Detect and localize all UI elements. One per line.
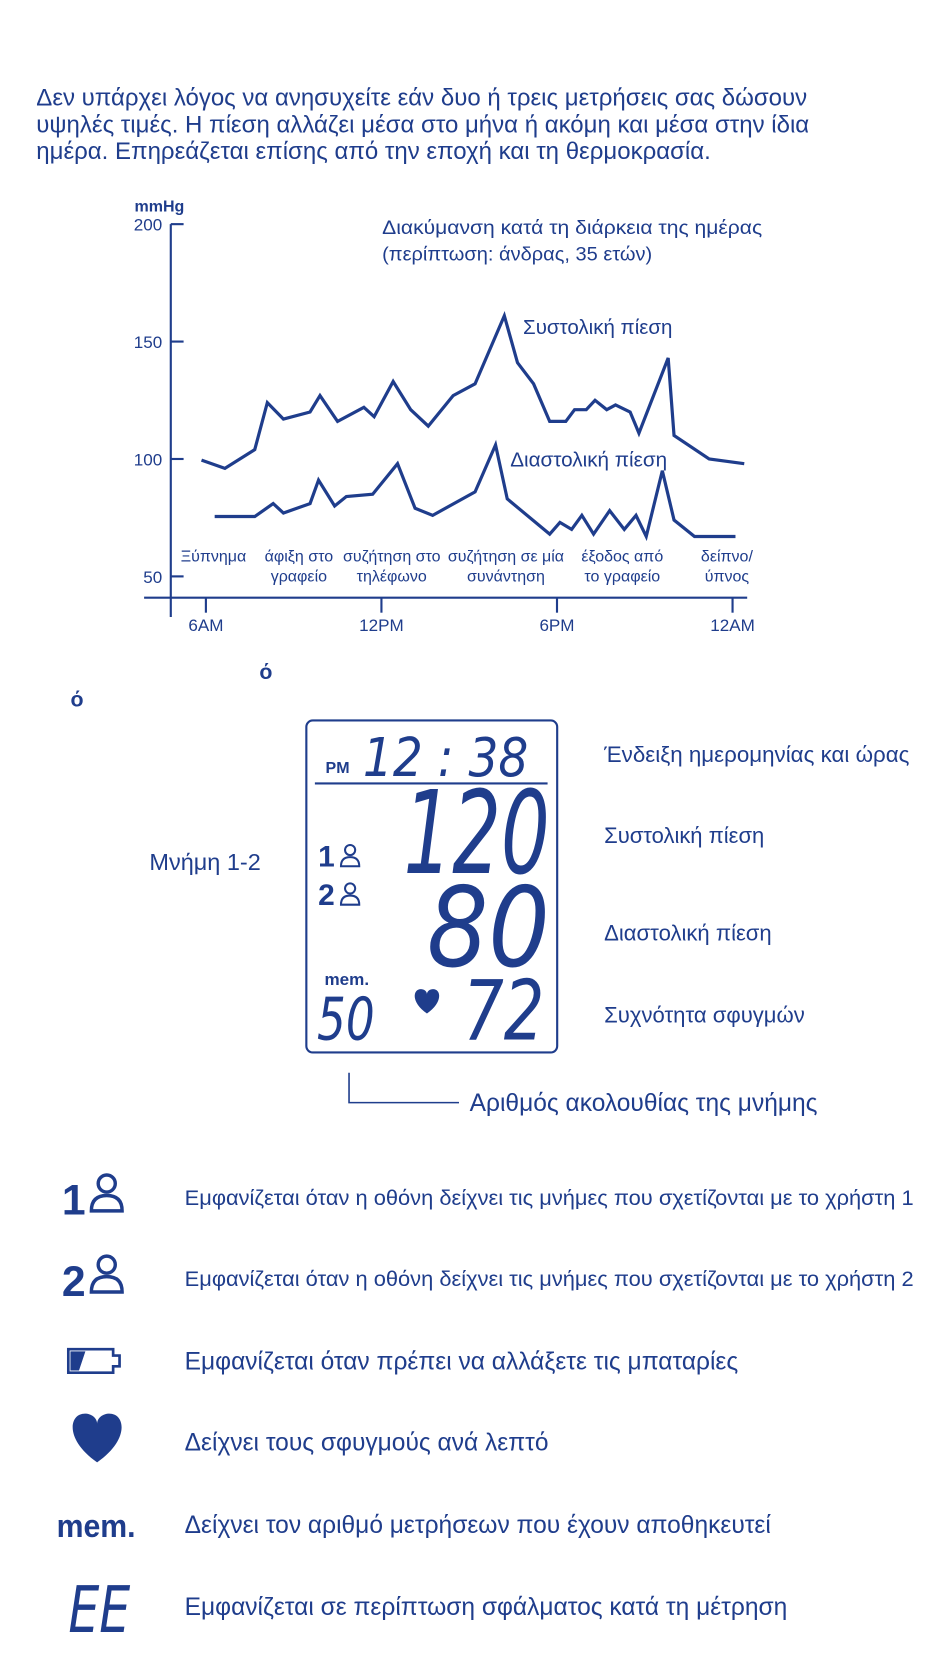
activity-label: Ξύπνημα xyxy=(181,548,247,565)
display-mem-number: 50 xyxy=(317,986,375,1054)
user-icon xyxy=(339,843,361,868)
user-icon xyxy=(89,1173,124,1213)
user-body xyxy=(89,1193,124,1213)
activity-label: το γραφείο xyxy=(584,569,660,586)
y-axis-label: mmHg xyxy=(134,198,184,215)
intro-line: ημέρα. Επηρεάζεται επίσης από την εποχή … xyxy=(36,138,711,165)
display-mem-label: mem. xyxy=(324,970,369,989)
symbol-user-number: 1 xyxy=(62,1177,86,1225)
label-pulse: Συχνότητα σφυγμών xyxy=(604,1003,805,1028)
symbol-text: Εμφανίζεται σε περίπτωση σφάλματος κατά … xyxy=(185,1594,788,1621)
display-pulse: 72 xyxy=(463,963,544,1060)
symbol-text: Εμφανίζεται όταν η οθόνη δείχνει τις μνή… xyxy=(185,1267,914,1291)
label-diastolic: Διαστολική πίεση xyxy=(604,920,772,945)
user-body xyxy=(339,856,361,868)
y-tick-label: 50 xyxy=(143,568,162,587)
label-sequence: Αριθμός ακολουθίας της μνήμης xyxy=(470,1090,818,1117)
label-systolic: Συστολική πίεση xyxy=(604,823,764,848)
symbol-error: EE xyxy=(68,1574,130,1648)
chart-title: Διακύμανση κατά τη διάρκεια της ημέρας xyxy=(382,217,762,239)
user-head xyxy=(344,882,357,895)
activity-label: γραφείο xyxy=(271,569,327,586)
stray-mark: ό xyxy=(70,688,83,712)
intro-line: υψηλές τιμές. Η πίεση αλλάζει μέσα στο μ… xyxy=(36,111,809,138)
x-tick-label: 12PM xyxy=(359,616,404,635)
x-tick-label: 6AM xyxy=(188,616,223,635)
user-body xyxy=(89,1274,124,1294)
display-systolic: 120 xyxy=(403,767,549,901)
display-time: 12 : 38 xyxy=(363,726,528,789)
x-tick-label: 6PM xyxy=(539,616,574,635)
y-tick-label: 150 xyxy=(134,333,162,352)
display-user: 2 xyxy=(318,879,335,912)
activity-label: δείπνο/ xyxy=(701,548,754,565)
y-tick-label: 100 xyxy=(134,450,162,469)
chart-subtitle: (περίπτωση: άνδρας, 35 ετών) xyxy=(382,243,652,265)
activity-label: ύπνος xyxy=(705,569,750,586)
activity-label: συζήτηση στο xyxy=(343,548,441,565)
series-line xyxy=(214,439,736,542)
user-head xyxy=(344,843,357,857)
display-diastolic: 80 xyxy=(427,864,550,993)
symbol-user-number: 2 xyxy=(62,1258,86,1306)
user-icon xyxy=(89,1254,124,1294)
symbol-text: Εμφανίζεται όταν η οθόνη δείχνει τις μνή… xyxy=(185,1186,914,1210)
activity-label: έξοδος από xyxy=(581,548,663,565)
user-head xyxy=(96,1173,117,1194)
series-label: Συστολική πίεση xyxy=(523,317,672,339)
sequence-leader xyxy=(348,1072,459,1104)
user-icon xyxy=(339,882,361,906)
stray-mark: ό xyxy=(259,660,272,684)
display-user: 1 xyxy=(318,841,335,874)
symbol-text: Εμφανίζεται όταν πρέπει να αλλάξετε τις … xyxy=(185,1348,739,1375)
activity-label: τηλέφωνο xyxy=(357,569,427,586)
heart-icon xyxy=(72,1413,122,1463)
symbol-text: Δείχνει τους σφυγμούς ανά λεπτό xyxy=(185,1430,549,1457)
y-tick-label: 200 xyxy=(134,216,162,235)
label-memory: Μνήμη 1-2 xyxy=(149,849,260,875)
display-frame xyxy=(305,719,559,1054)
user-head xyxy=(96,1254,117,1275)
activity-label: συνάντηση xyxy=(467,569,545,586)
heart-icon xyxy=(414,989,440,1014)
battery-icon xyxy=(66,1347,121,1375)
activity-label: άφιξη στο xyxy=(265,548,334,565)
intro-line: Δεν υπάρχει λόγος να ανησυχείτε εάν δυο … xyxy=(36,85,807,112)
battery-charge xyxy=(70,1351,86,1371)
activity-label: συζήτηση σε μία xyxy=(448,548,564,565)
display-period: PM xyxy=(326,760,350,777)
symbol-text: Δείχνει τον αριθμό μετρήσεων που έχουν α… xyxy=(185,1512,772,1539)
user-body xyxy=(339,894,361,906)
content: Δεν υπάρχει λόγος να ανησυχείτε εάν δυο … xyxy=(36,85,913,1648)
series-label: Διαστολική πίεση xyxy=(510,449,667,471)
series-line xyxy=(200,310,745,471)
label-datetime: Ένδειξη ημερομηνίας και ώρας xyxy=(603,742,909,767)
x-tick-label: 12AM xyxy=(710,616,755,635)
symbol-mem: mem. xyxy=(57,1508,136,1544)
